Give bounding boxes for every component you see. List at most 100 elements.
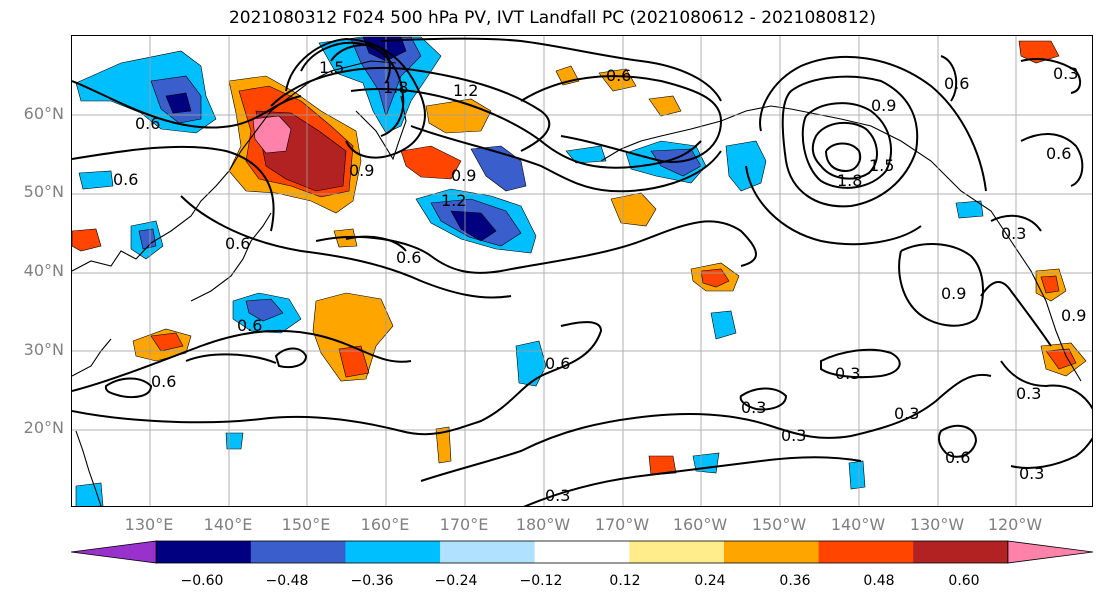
- colorbar-segment: [534, 541, 630, 563]
- positive-anomaly-region: [400, 145, 462, 180]
- lon-label-160w: 160°W: [672, 515, 728, 534]
- negative-anomaly-core: [245, 298, 284, 322]
- positive-anomaly-region: [312, 292, 394, 382]
- colorbar-tick-label: 0.48: [863, 573, 895, 589]
- kamchatka-coastline: [355, 95, 407, 161]
- ivt-contour: [345, 235, 407, 252]
- contour-label: 0.9: [1061, 306, 1086, 325]
- lon-label-130e: 130°E: [124, 515, 174, 534]
- positive-anomaly-region: [435, 426, 452, 464]
- ivt-contour: [350, 88, 702, 169]
- lon-label-150w: 150°W: [751, 515, 807, 534]
- positive-anomaly-region: [1040, 275, 1060, 294]
- contour-label: 1.5: [319, 58, 344, 77]
- colorbar-segment: [440, 541, 536, 563]
- ivt-contour-layer: [72, 37, 1092, 506]
- ivt-contour: [1010, 437, 1092, 469]
- colorbar-tick-label: −0.36: [350, 573, 394, 589]
- ivt-contour: [1020, 133, 1084, 187]
- negative-anomaly-core: [165, 92, 192, 114]
- ivt-contour: [420, 373, 992, 482]
- contour-label: 0.6: [151, 372, 176, 391]
- colorbar-tick-label: −0.24: [434, 573, 478, 589]
- contour-label: 1.8: [837, 171, 862, 190]
- ivt-contour: [330, 43, 391, 84]
- colorbar-tick-label: 0.24: [694, 573, 726, 589]
- colorbar-extend-min: [70, 540, 157, 564]
- ivt-contour: [980, 281, 1052, 347]
- ivt-contour: [745, 165, 922, 246]
- colorbar-tick-label: −0.60: [180, 573, 224, 589]
- ivt-contour: [72, 329, 412, 392]
- ivt-contour: [990, 214, 1042, 232]
- lon-label-180w: 180°W: [515, 515, 571, 534]
- contour-label: 0.3: [741, 398, 766, 417]
- japan-coastline: [190, 212, 272, 302]
- colorbar-tick-label: 0.36: [779, 573, 811, 589]
- lat-label-30n: 30°N: [23, 340, 64, 359]
- negative-anomaly-region: [710, 310, 737, 340]
- china-coastline: [72, 338, 112, 377]
- ivt-contour: [185, 353, 277, 364]
- ivt-contour: [72, 80, 302, 129]
- map-canvas: 0.6 0.9 1.5 1.8 1.2 0.9 0.6 1.2 0.9 1.5 …: [72, 36, 1092, 506]
- contour-label: 1.2: [441, 191, 466, 210]
- lat-label-60n: 60°N: [23, 104, 64, 123]
- contour-label: 0.6: [606, 66, 631, 85]
- positive-anomaly-peak: [252, 115, 292, 154]
- colorbar-segment: [250, 541, 346, 563]
- contour-label: 1.2: [453, 81, 478, 100]
- colorbar-tick-label: −0.48: [265, 573, 309, 589]
- ivt-contour: [274, 347, 308, 369]
- positive-anomaly-region: [1045, 348, 1077, 370]
- lat-label-50n: 50°N: [23, 182, 64, 201]
- contour-label: 0.6: [225, 234, 250, 253]
- lon-label-140w: 140°W: [830, 515, 886, 534]
- ivt-contour: [300, 41, 405, 137]
- lat-label-40n: 40°N: [23, 261, 64, 280]
- lon-label-120w: 120°W: [987, 515, 1043, 534]
- ivt-contour: [825, 142, 862, 173]
- ivt-contour: [820, 348, 901, 379]
- ivt-contour: [523, 456, 862, 506]
- contour-label: 0.6: [396, 248, 421, 267]
- colorbar-segment: [629, 541, 725, 563]
- contour-label: 0.6: [1046, 144, 1071, 163]
- positive-anomaly-region: [648, 455, 677, 476]
- contour-label: 0.3: [781, 426, 806, 445]
- contour-label: 0.3: [835, 364, 860, 383]
- colorbar-segment: [913, 541, 1009, 563]
- contour-label: 0.6: [237, 316, 262, 335]
- negative-anomaly-region: [78, 170, 114, 190]
- ivt-contour: [520, 75, 723, 163]
- ivt-contour: [898, 243, 984, 327]
- colorbar-segment: [723, 541, 820, 563]
- contour-label: 0.6: [545, 354, 570, 373]
- contour-label: 0.3: [1019, 464, 1044, 483]
- colorbar-tick-label: −0.12: [519, 573, 563, 589]
- ivt-contour: [410, 125, 722, 193]
- colorbar-segments: [70, 540, 1094, 564]
- negative-anomaly-core: [138, 228, 157, 250]
- ivt-contour: [801, 102, 892, 189]
- ivt-contour: [1020, 58, 1082, 94]
- positive-anomaly-region: [72, 228, 102, 252]
- negative-anomaly-region: [515, 340, 547, 387]
- philippines-coastline: [75, 430, 102, 506]
- lat-label-20n: 20°N: [23, 418, 64, 437]
- map-title: 2021080312 F024 500 hPa PV, IVT Landfall…: [228, 8, 876, 28]
- colorbar-segment: [345, 541, 441, 563]
- colorbar-tick-label: 0.12: [609, 573, 641, 589]
- colorbar-segment: [818, 541, 914, 563]
- ivt-contour: [380, 37, 722, 102]
- contour-label: 0.9: [451, 166, 476, 185]
- contour-label: 0.3: [1001, 224, 1026, 243]
- ivt-contour: [180, 195, 512, 299]
- positive-anomaly-region: [648, 95, 682, 117]
- contour-label: 0.3: [1016, 384, 1041, 403]
- contour-label: 0.6: [944, 74, 969, 93]
- ivt-contour: [72, 145, 275, 232]
- ivt-contour: [937, 424, 978, 458]
- ivt-contour: [72, 321, 603, 436]
- map-panel: 0.6 0.9 1.5 1.8 1.2 0.9 0.6 1.2 0.9 1.5 …: [71, 35, 1093, 507]
